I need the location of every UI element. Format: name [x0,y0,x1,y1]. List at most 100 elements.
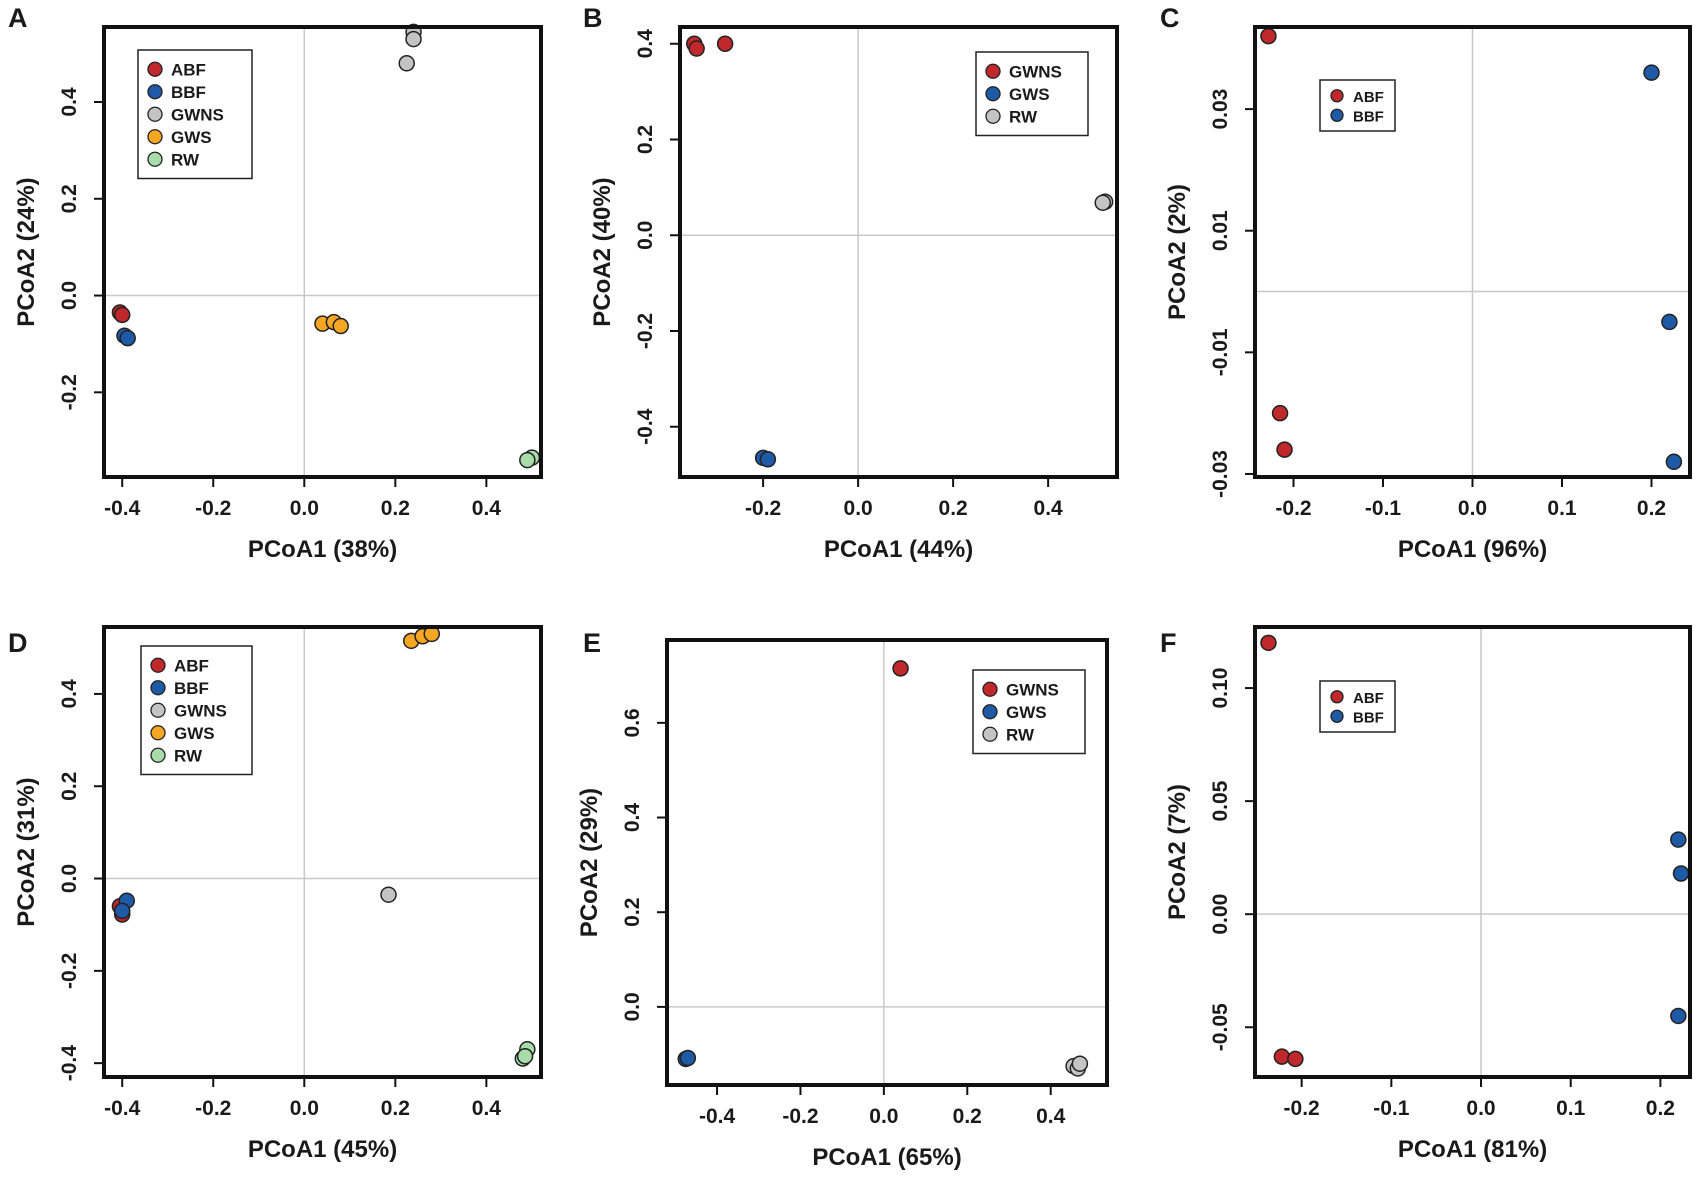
y-axis-label: PCoA2 (7%) [1164,784,1191,920]
legend-marker-gwns [147,106,163,122]
legend-label: RW [1006,725,1035,744]
y-tick-label: 0.2 [58,772,81,801]
point-abf [1276,441,1293,458]
x-tick-label: 0.4 [472,1097,502,1120]
point-gwns [688,40,705,57]
y-tick-label: 0.01 [1209,210,1232,251]
point-abf [1260,27,1277,45]
x-tick-label: 0.4 [1034,497,1064,520]
point-gwns [380,886,397,903]
panel-letter: A [8,3,28,33]
legend-label: GWNS [174,701,227,720]
legend-label: BBF [1353,709,1384,726]
y-axis-label: PCoA2 (31%) [13,777,40,926]
point-abf [113,306,131,324]
point-abf [1271,404,1289,422]
plot-frame [1253,625,1692,1079]
legend-marker-abf [1330,89,1344,103]
legend-marker-rw [982,726,998,742]
x-tick-label: 0.0 [1466,1097,1495,1120]
legend-label: ABF [1353,89,1384,106]
point-gwns [405,30,422,48]
point-gwns [892,660,909,677]
point-rw [519,451,536,469]
panel-d: D -0.4 -0.2 0.0 0.2 0.4 -0.4 -0.2 0.0 0.2 0.4 PCoA1… [8,625,543,1163]
legend-marker-bbf [147,84,163,100]
point-gwns [398,55,415,72]
legend-label: GWNS [1006,680,1059,699]
x-tick-label: 0.4 [472,497,502,520]
x-tick-label: -0.2 [1275,497,1311,520]
point-abf [1260,634,1277,652]
legend-marker-abf [147,61,163,77]
y-tick-label: 0.2 [634,125,657,154]
legend-marker-bbf [1330,108,1344,122]
y-axis-label: PCoA2 (24%) [13,177,40,326]
x-tick-label: 0.2 [381,497,410,520]
point-gws [759,451,777,468]
panel-c: C -0.2 -0.1 0.0 0.1 0.2 -0.03 -0.01 0.01 0.03 PCoA… [1160,3,1692,563]
point-bbf [119,329,136,347]
legend-label: GWS [1009,85,1050,104]
point-bbf [1670,1007,1687,1025]
x-tick-label: -0.2 [745,497,781,520]
y-axis-label: PCoA2 (2%) [1164,184,1191,320]
y-tick-label: -0.03 [1209,450,1232,498]
legend-marker-gws [985,86,1001,102]
legend-label: GWS [1006,703,1047,722]
legend-marker-abf [150,657,166,673]
legend-label: BBF [171,83,206,102]
x-tick-label: -0.2 [195,497,231,520]
legend-label: GWNS [1009,62,1062,81]
legend-marker-gws [147,129,163,145]
x-tick-label: 0.1 [1547,497,1577,520]
panel-b: B -0.2 0.0 0.2 0.4 -0.4 -0.2 0.0 0.2 0.4 PCoA1 (44… [583,3,1119,563]
y-tick-label: -0.4 [634,408,657,445]
legend-label: RW [171,150,200,169]
x-tick-label: 0.2 [953,1105,982,1128]
point-rw [516,1047,534,1065]
panel-letter: D [8,628,28,658]
point-gws [332,317,349,335]
y-tick-label: -0.2 [58,953,81,989]
y-axis-label: PCoA2 (29%) [576,788,603,937]
legend-label: ABF [1353,690,1384,707]
legend-box [1319,79,1396,132]
point-rw [1071,1055,1089,1072]
y-tick-label: -0.4 [58,1045,81,1082]
x-tick-label: 0.0 [290,497,319,520]
legend-marker-rw [147,151,163,167]
legend-label: ABF [171,60,206,79]
legend-label: RW [1009,107,1038,126]
x-tick-label: -0.4 [104,1097,141,1120]
legend-marker-gws [982,704,998,720]
x-tick-label: 0.2 [939,497,968,520]
x-axis-label: PCoA1 (81%) [1398,1136,1547,1163]
plot-frame [102,625,543,1079]
x-axis-label: PCoA1 (38%) [248,536,397,563]
panel-f: F -0.2 -0.1 0.0 0.1 0.2 -0.05 0.00 0.05 0.10 PCoA1… [1160,625,1692,1163]
legend-label: ABF [174,656,209,675]
point-bbf [1670,831,1687,848]
legend-box [1319,680,1396,733]
x-tick-label: -0.2 [1284,1097,1320,1120]
x-tick-label: 0.2 [1646,1097,1675,1120]
panel-letter: F [1160,628,1177,658]
y-tick-label: -0.2 [634,313,657,349]
y-tick-label: 0.2 [621,898,644,927]
legend-label: BBF [1353,108,1384,125]
x-tick-label: -0.2 [195,1097,231,1120]
legend-marker-rw [150,747,166,763]
point-bbf [1672,865,1690,882]
panel-letter: C [1160,3,1180,33]
panel-a: A -0.4 -0.2 0.0 0.2 0.4 -0.2 0.0 0.2 0.4 PCoA1 (38… [8,3,543,563]
plot-frame [102,25,543,479]
plot-frame [1253,25,1692,479]
legend-marker-abf [1330,690,1344,704]
y-tick-label: 0.0 [58,864,81,893]
y-tick-label: 0.4 [634,29,657,59]
y-tick-label: 0.4 [621,803,644,833]
x-tick-label: 0.2 [1637,497,1666,520]
x-axis-label: PCoA1 (45%) [248,1136,397,1163]
